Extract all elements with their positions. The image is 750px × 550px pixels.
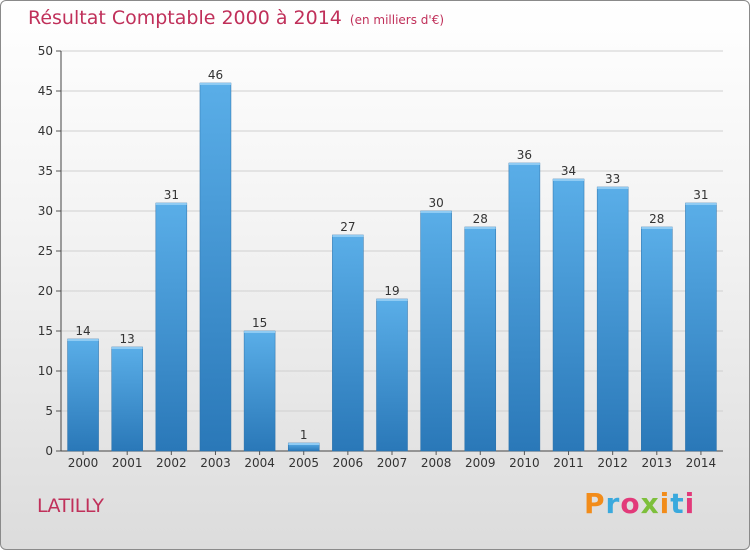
bar-2011 [552,178,585,452]
bar-2012 [596,186,629,452]
y-tick-label: 45 [38,84,53,98]
x-tick-label: 2004 [244,456,275,470]
data-label: 14 [75,324,90,338]
data-label: 28 [473,212,488,226]
data-label: 31 [164,188,179,202]
x-tick-label: 2008 [421,456,452,470]
data-label: 36 [517,148,532,162]
x-tick-label: 2000 [68,456,99,470]
x-tick-label: 2001 [112,456,143,470]
x-tick-label: 2014 [686,456,717,470]
bar-highlight [111,347,143,349]
data-label: 27 [340,220,355,234]
bar-highlight [288,443,320,445]
bar-2010 [508,162,541,452]
x-tick-label: 2013 [642,456,673,470]
bar-highlight [332,235,364,237]
y-tick-label: 10 [38,364,53,378]
bar-highlight [508,163,540,165]
bar-highlight [155,203,187,205]
x-tick-label: 2005 [288,456,319,470]
bar-highlight [420,211,452,213]
commune-name: LATILLY [37,495,104,517]
bar-2006 [332,234,364,452]
bar-2004 [243,330,276,452]
bar-highlight [199,83,231,85]
bar-highlight [376,299,408,301]
data-label: 13 [120,332,135,346]
x-tick-label: 2009 [465,456,496,470]
x-tick-label: 2011 [553,456,584,470]
data-label: 1 [300,428,308,442]
y-tick-label: 20 [38,284,53,298]
y-tick-label: 40 [38,124,53,138]
y-tick-label: 15 [38,324,53,338]
bars [67,82,717,452]
chart-unit: (en milliers d'€) [349,13,445,27]
bar-highlight [244,331,276,333]
bar-highlight [685,203,717,205]
bar-2009 [464,226,497,452]
data-label: 33 [605,172,620,186]
bar-2003 [199,82,232,452]
data-label: 46 [208,68,223,82]
y-tick-label: 0 [45,444,53,458]
y-tick-label: 50 [38,44,53,58]
bar-2001 [111,346,143,452]
bar-2002 [155,202,188,452]
y-tick-label: 30 [38,204,53,218]
chart-title: Résultat Comptable 2000 à 2014 [28,7,342,29]
x-tick-label: 2007 [377,456,408,470]
data-label: 30 [428,196,443,210]
y-tick-label: 25 [38,244,53,258]
data-label: 19 [384,284,399,298]
proxiti-logo: Proxiti [584,487,696,520]
bar-2007 [376,298,408,452]
x-tick-label: 2006 [333,456,364,470]
bar-2013 [641,226,673,452]
bar-2014 [685,202,717,452]
data-label: 34 [561,164,576,178]
bar-highlight [553,179,585,181]
x-tick-label: 2010 [509,456,540,470]
bar-highlight [641,227,673,229]
data-label: 28 [649,212,664,226]
bar-2008 [420,210,452,452]
data-label: 15 [252,316,267,330]
x-tick-label: 2002 [156,456,187,470]
bar-2000 [67,338,99,452]
x-tick-label: 2003 [200,456,231,470]
labels: 0 5 10 15 20 25 30 35 40 45 50 14 2000 13 2001 31 2002 46… [38,44,716,470]
y-tick-label: 5 [45,404,53,418]
bar-highlight [464,227,496,229]
data-label: 31 [693,188,708,202]
bar-highlight [67,339,99,341]
x-tick-label: 2012 [597,456,628,470]
chart-title-block: Résultat Comptable 2000 à 2014 (en millie… [28,7,444,29]
bar-highlight [597,187,629,189]
y-tick-label: 35 [38,164,53,178]
